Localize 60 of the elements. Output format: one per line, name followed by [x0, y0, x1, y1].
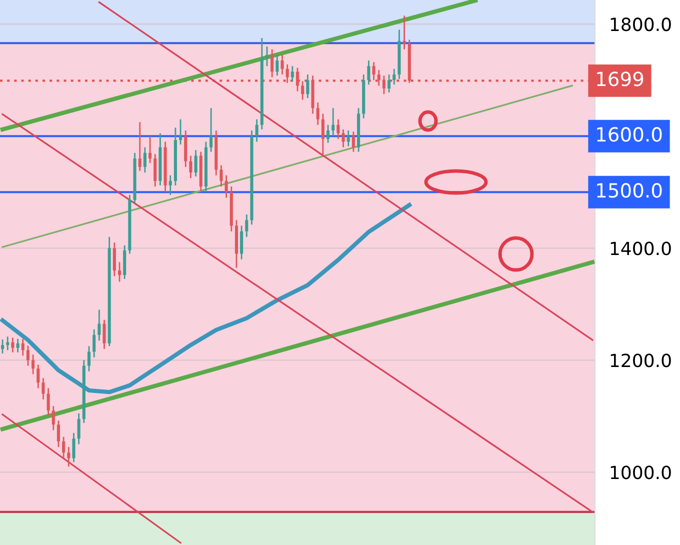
candlestick	[255, 118, 258, 142]
candlestick	[179, 118, 182, 146]
candlestick	[16, 338, 20, 354]
candlestick	[154, 153, 157, 188]
candlestick	[388, 74, 391, 94]
candlestick	[194, 149, 198, 178]
candlestick	[392, 68, 396, 86]
candlestick	[148, 135, 152, 164]
candlestick	[77, 412, 80, 445]
candlestick	[245, 214, 248, 238]
candlestick	[143, 146, 146, 174]
candlestick	[26, 344, 30, 366]
candlestick	[270, 48, 274, 78]
candlestick	[46, 387, 50, 417]
candlestick	[138, 121, 142, 172]
candlestick	[189, 155, 192, 179]
candlestick	[62, 436, 66, 459]
candlestick	[56, 420, 60, 448]
candlestick	[36, 364, 40, 389]
candlestick	[102, 319, 106, 350]
candlestick	[346, 130, 350, 147]
y-tick-label: 1400.0	[610, 242, 671, 256]
candlestick	[290, 65, 294, 82]
candlestick	[1, 338, 4, 354]
candlestick	[6, 336, 10, 351]
candlestick	[240, 225, 244, 260]
candlestick	[52, 405, 55, 431]
y-tick-label: 1800.0	[610, 18, 671, 32]
candlestick	[118, 261, 122, 282]
candlestick	[87, 345, 91, 372]
candlestick	[98, 309, 101, 342]
ref-line-label: 1500.0	[597, 183, 662, 198]
candlestick	[316, 102, 320, 126]
candlestick	[42, 377, 45, 400]
candlestick	[336, 118, 340, 140]
candlestick	[352, 130, 355, 152]
candlestick	[276, 54, 279, 76]
candlestick	[72, 432, 76, 463]
ref-line-label: 1600.0	[597, 127, 662, 142]
line-series	[0, 202, 412, 394]
candlestick	[92, 328, 96, 358]
candlestick	[321, 113, 324, 156]
y-tick-label: 1000.0	[610, 466, 671, 480]
candlestick	[11, 337, 14, 354]
candlestick	[367, 60, 370, 86]
candlestick	[32, 354, 35, 375]
candlestick	[224, 174, 228, 198]
candlestick	[210, 107, 213, 152]
candlestick	[168, 174, 172, 196]
candlestick	[280, 54, 284, 76]
candlestick	[332, 107, 335, 137]
candlestick	[326, 124, 330, 144]
candlestick	[21, 338, 24, 356]
candlestick	[306, 74, 310, 99]
candlestick	[67, 446, 70, 468]
candlestick	[112, 242, 116, 277]
y-tick-label: 1200.0	[610, 354, 671, 368]
candlestick	[342, 128, 345, 148]
candlestick	[220, 164, 223, 188]
ref-line-label: 1699	[597, 72, 644, 86]
